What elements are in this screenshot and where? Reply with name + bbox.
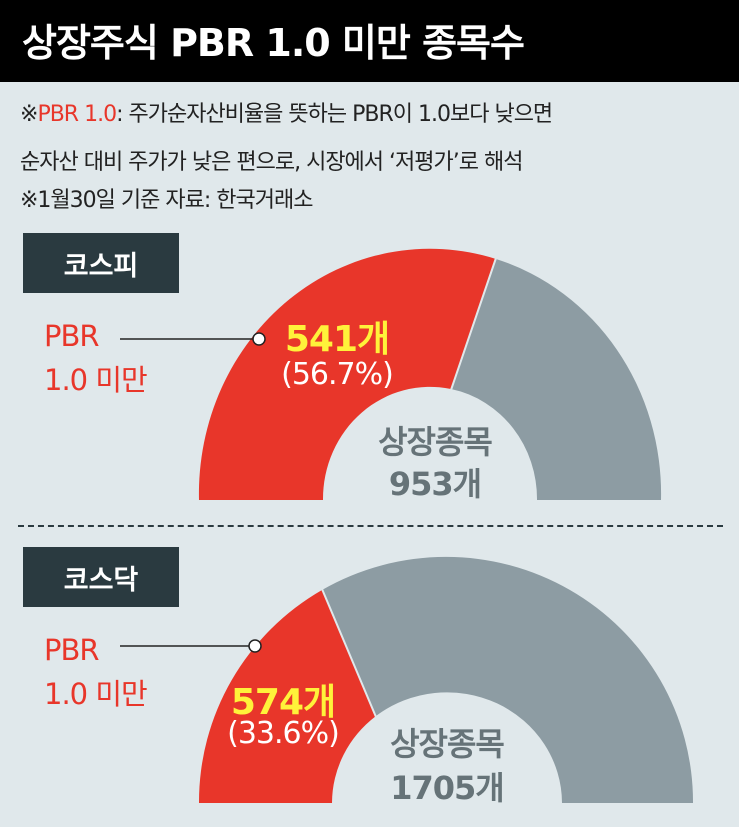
kospi-tag: 코스피 <box>23 233 179 293</box>
note-text: : 주가순자산비율을 뜻하는 PBR이 1.0보다 낮으면 <box>116 102 553 127</box>
kospi-count: 541개 <box>284 319 390 360</box>
kosdaq-leader-dot <box>248 639 262 653</box>
kospi-total-label: 상장종목 <box>378 423 493 461</box>
kosdaq-count: 574개 <box>230 682 336 723</box>
kosdaq-total-count: 1705개 <box>390 769 505 807</box>
kospi-label-line2: 1.0 미만 <box>44 363 148 397</box>
kosdaq-arc-highlight <box>198 590 376 803</box>
kospi-arc-highlight <box>198 248 496 500</box>
note-line-2: 순자산 대비 주가가 낮은 편으로, 시장에서 ‘저평가’로 해석 <box>20 150 523 175</box>
kosdaq-divider <box>321 588 377 718</box>
kosdaq-label-line2: 1.0 미만 <box>44 677 148 711</box>
header-bar: 상장주식 PBR 1.0 미만 종목수 <box>0 0 739 82</box>
page-title: 상장주식 PBR 1.0 미만 종목수 <box>22 21 525 65</box>
kosdaq-total-label: 상장종목 <box>390 725 505 763</box>
section-divider <box>18 525 723 527</box>
kospi-arc-rest <box>451 259 662 500</box>
note-line-3: ※1월30일 기준 자료: 한국거래소 <box>20 188 313 213</box>
kosdaq-percent: (33.6%) <box>227 716 340 751</box>
note-line-1: ※PBR 1.0: 주가순자산비율을 뜻하는 PBR이 1.0보다 낮으면 <box>20 96 553 128</box>
note-highlight: PBR 1.0 <box>37 102 117 127</box>
kospi-percent: (56.7%) <box>281 357 394 392</box>
kospi-total-count: 953개 <box>388 465 482 503</box>
kospi-leader-dot <box>252 332 266 346</box>
kospi-divider <box>450 257 497 391</box>
kosdaq-arc-rest <box>322 556 694 803</box>
kosdaq-label-line1: PBR <box>44 633 100 667</box>
kospi-label-line1: PBR <box>44 319 100 353</box>
kosdaq-tag: 코스닥 <box>23 547 179 607</box>
note-mark: ※ <box>20 102 38 127</box>
